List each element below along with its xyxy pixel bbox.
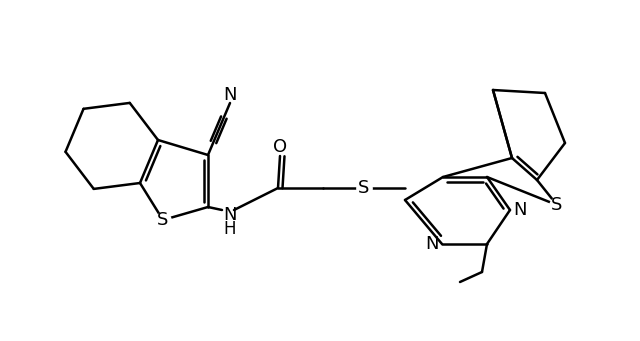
Text: S: S — [157, 211, 169, 229]
Text: N: N — [425, 235, 439, 253]
Text: S: S — [358, 179, 370, 197]
Text: N: N — [223, 86, 237, 104]
Text: N: N — [513, 201, 527, 219]
Text: O: O — [273, 138, 287, 156]
Text: H: H — [224, 220, 236, 238]
Text: S: S — [551, 196, 563, 214]
Text: N: N — [223, 206, 237, 224]
